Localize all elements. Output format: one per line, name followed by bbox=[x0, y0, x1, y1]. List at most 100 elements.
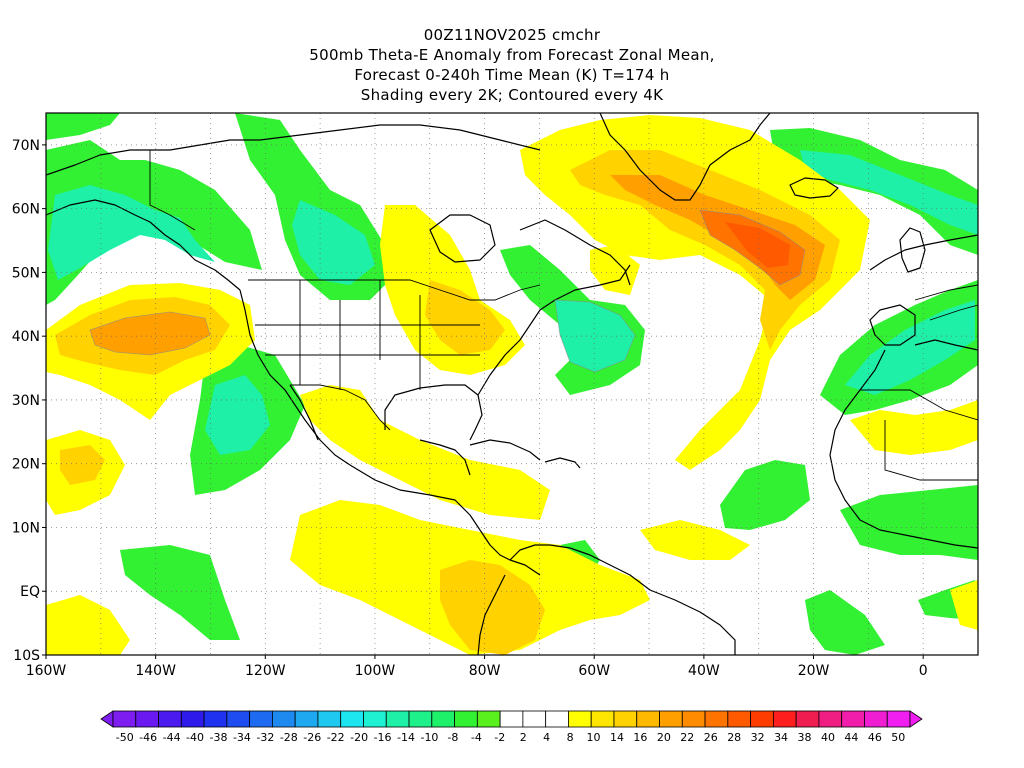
lon-label: 160W bbox=[26, 663, 67, 679]
colorbar-swatch bbox=[203, 710, 228, 728]
colorbar-label: 20 bbox=[657, 731, 671, 744]
shade-gold-greenland bbox=[570, 150, 840, 350]
colorbar-arrow-left bbox=[100, 710, 114, 728]
colorbar-swatch bbox=[294, 710, 319, 728]
map-area bbox=[45, 112, 979, 656]
title-line-4: Shading every 2K; Contoured every 4K bbox=[360, 86, 664, 104]
colorbar-label: 32 bbox=[751, 731, 765, 744]
shade-yellow-eastern-atlantic bbox=[850, 400, 978, 455]
colorbar-swatch bbox=[476, 710, 501, 728]
colorbar-label: 38 bbox=[798, 731, 812, 744]
colorbar-label: -44 bbox=[163, 731, 181, 744]
coast-iceland bbox=[789, 177, 839, 199]
colorbar-label: 44 bbox=[844, 731, 858, 744]
shade-teal-alaska bbox=[48, 185, 215, 280]
coast-mexico-central bbox=[349, 464, 481, 531]
colorbar-label: 2 bbox=[520, 731, 527, 744]
lat-label: 30N bbox=[12, 393, 40, 409]
shade-red-greenland bbox=[725, 222, 790, 268]
border-canada-us bbox=[248, 279, 541, 301]
coast-west-us bbox=[239, 289, 351, 466]
shade-yellow-labrador bbox=[590, 245, 640, 295]
colorbar-label: -10 bbox=[420, 731, 438, 744]
colorbar-label: 28 bbox=[727, 731, 741, 744]
lon-label: 100W bbox=[355, 663, 396, 679]
colorbar-swatch bbox=[772, 710, 797, 728]
latitude-labels: 70N 60N 50N 40N 30N 20N 10N EQ 10S bbox=[12, 138, 46, 664]
shade-teal-canada bbox=[292, 200, 375, 285]
colorbar-swatch bbox=[818, 710, 843, 728]
coastlines bbox=[46, 113, 978, 655]
shade-yellow-eq-atlantic bbox=[640, 520, 750, 560]
colorbar-swatch bbox=[340, 710, 364, 728]
lat-label: 70N bbox=[12, 138, 40, 154]
coast-europe bbox=[869, 234, 978, 271]
lon-label: 80W bbox=[469, 663, 501, 679]
coast-hispaniola bbox=[544, 457, 581, 469]
colorbar-swatch bbox=[750, 710, 774, 728]
colorbar-swatch bbox=[795, 710, 820, 728]
lat-label: 50N bbox=[12, 265, 40, 281]
colorbar-label: -40 bbox=[186, 731, 204, 744]
colorbar-swatch bbox=[681, 710, 706, 728]
shade-teal-europe bbox=[845, 300, 975, 395]
colorbar-label: -38 bbox=[210, 731, 228, 744]
colorbar-swatch bbox=[180, 710, 205, 728]
map-frame bbox=[45, 112, 979, 656]
shade-yellow-gulf bbox=[300, 385, 550, 520]
shade-green-alaska bbox=[46, 140, 262, 305]
colorbar-label: -8 bbox=[447, 731, 458, 744]
colorbar-label: 8 bbox=[567, 731, 574, 744]
shade-gold-southamerica bbox=[440, 560, 545, 655]
colorbar-label: -34 bbox=[233, 731, 251, 744]
colorbar-label: 46 bbox=[868, 731, 882, 744]
colorbar-label: 14 bbox=[610, 731, 624, 744]
colorbar-label: -32 bbox=[256, 731, 274, 744]
lat-label: 40N bbox=[12, 329, 40, 345]
colorbar-swatch bbox=[158, 710, 182, 728]
border-us-mexico bbox=[290, 384, 391, 431]
colorbar-swatch bbox=[454, 710, 478, 728]
contour-2 bbox=[699, 209, 806, 286]
coast-south-america-west bbox=[477, 574, 506, 655]
colorbar-swatch bbox=[841, 710, 865, 728]
shade-gold-hawaii bbox=[60, 445, 105, 485]
coast-africa bbox=[829, 349, 978, 549]
colorbar-swatch bbox=[317, 710, 342, 728]
colorbar-swatch bbox=[249, 710, 273, 728]
colorbar-label: 22 bbox=[680, 731, 694, 744]
anomaly-shading bbox=[46, 113, 978, 655]
lat-label: 10N bbox=[12, 520, 40, 536]
colorbar-swatch bbox=[864, 710, 888, 728]
lat-label: EQ bbox=[20, 584, 40, 600]
coast-canada-arctic bbox=[169, 124, 541, 151]
shade-teal-atlantic bbox=[555, 300, 635, 372]
contour-1 bbox=[89, 311, 211, 356]
colorbar-label: 50 bbox=[891, 731, 905, 744]
shade-yellow-sw-pacific bbox=[46, 595, 130, 655]
colorbar-label: -14 bbox=[397, 731, 415, 744]
colorbar-label: 4 bbox=[543, 731, 550, 744]
political-boundaries bbox=[149, 150, 978, 481]
coast-east-us bbox=[477, 264, 631, 396]
colorbar-label: 34 bbox=[774, 731, 788, 744]
longitude-labels: 160W 140W 120W 100W 80W 60W 40W 20W 0 bbox=[26, 655, 928, 679]
title-line-3: Forecast 0-240h Time Mean (K) T=174 h bbox=[354, 66, 670, 84]
shade-teal-pacific-low bbox=[205, 375, 270, 455]
colorbar-swatch bbox=[226, 710, 251, 728]
coast-baja bbox=[289, 384, 319, 441]
shade-gold-central-us bbox=[425, 280, 505, 355]
coast-cuba bbox=[469, 439, 541, 461]
lon-label: 0 bbox=[919, 663, 928, 679]
shade-green-pacific-south bbox=[120, 545, 240, 640]
colorbar-swatch bbox=[431, 710, 455, 728]
border-africa bbox=[860, 389, 978, 481]
colorbar-label: 10 bbox=[587, 731, 601, 744]
colorbar-label: -50 bbox=[116, 731, 134, 744]
colorbar-label: -28 bbox=[280, 731, 298, 744]
coast-gulf bbox=[384, 384, 483, 441]
coast-alaska bbox=[46, 199, 241, 291]
lat-label: 60N bbox=[12, 202, 40, 218]
border-europe bbox=[914, 284, 978, 321]
shade-yellow-south-eq bbox=[950, 580, 978, 630]
